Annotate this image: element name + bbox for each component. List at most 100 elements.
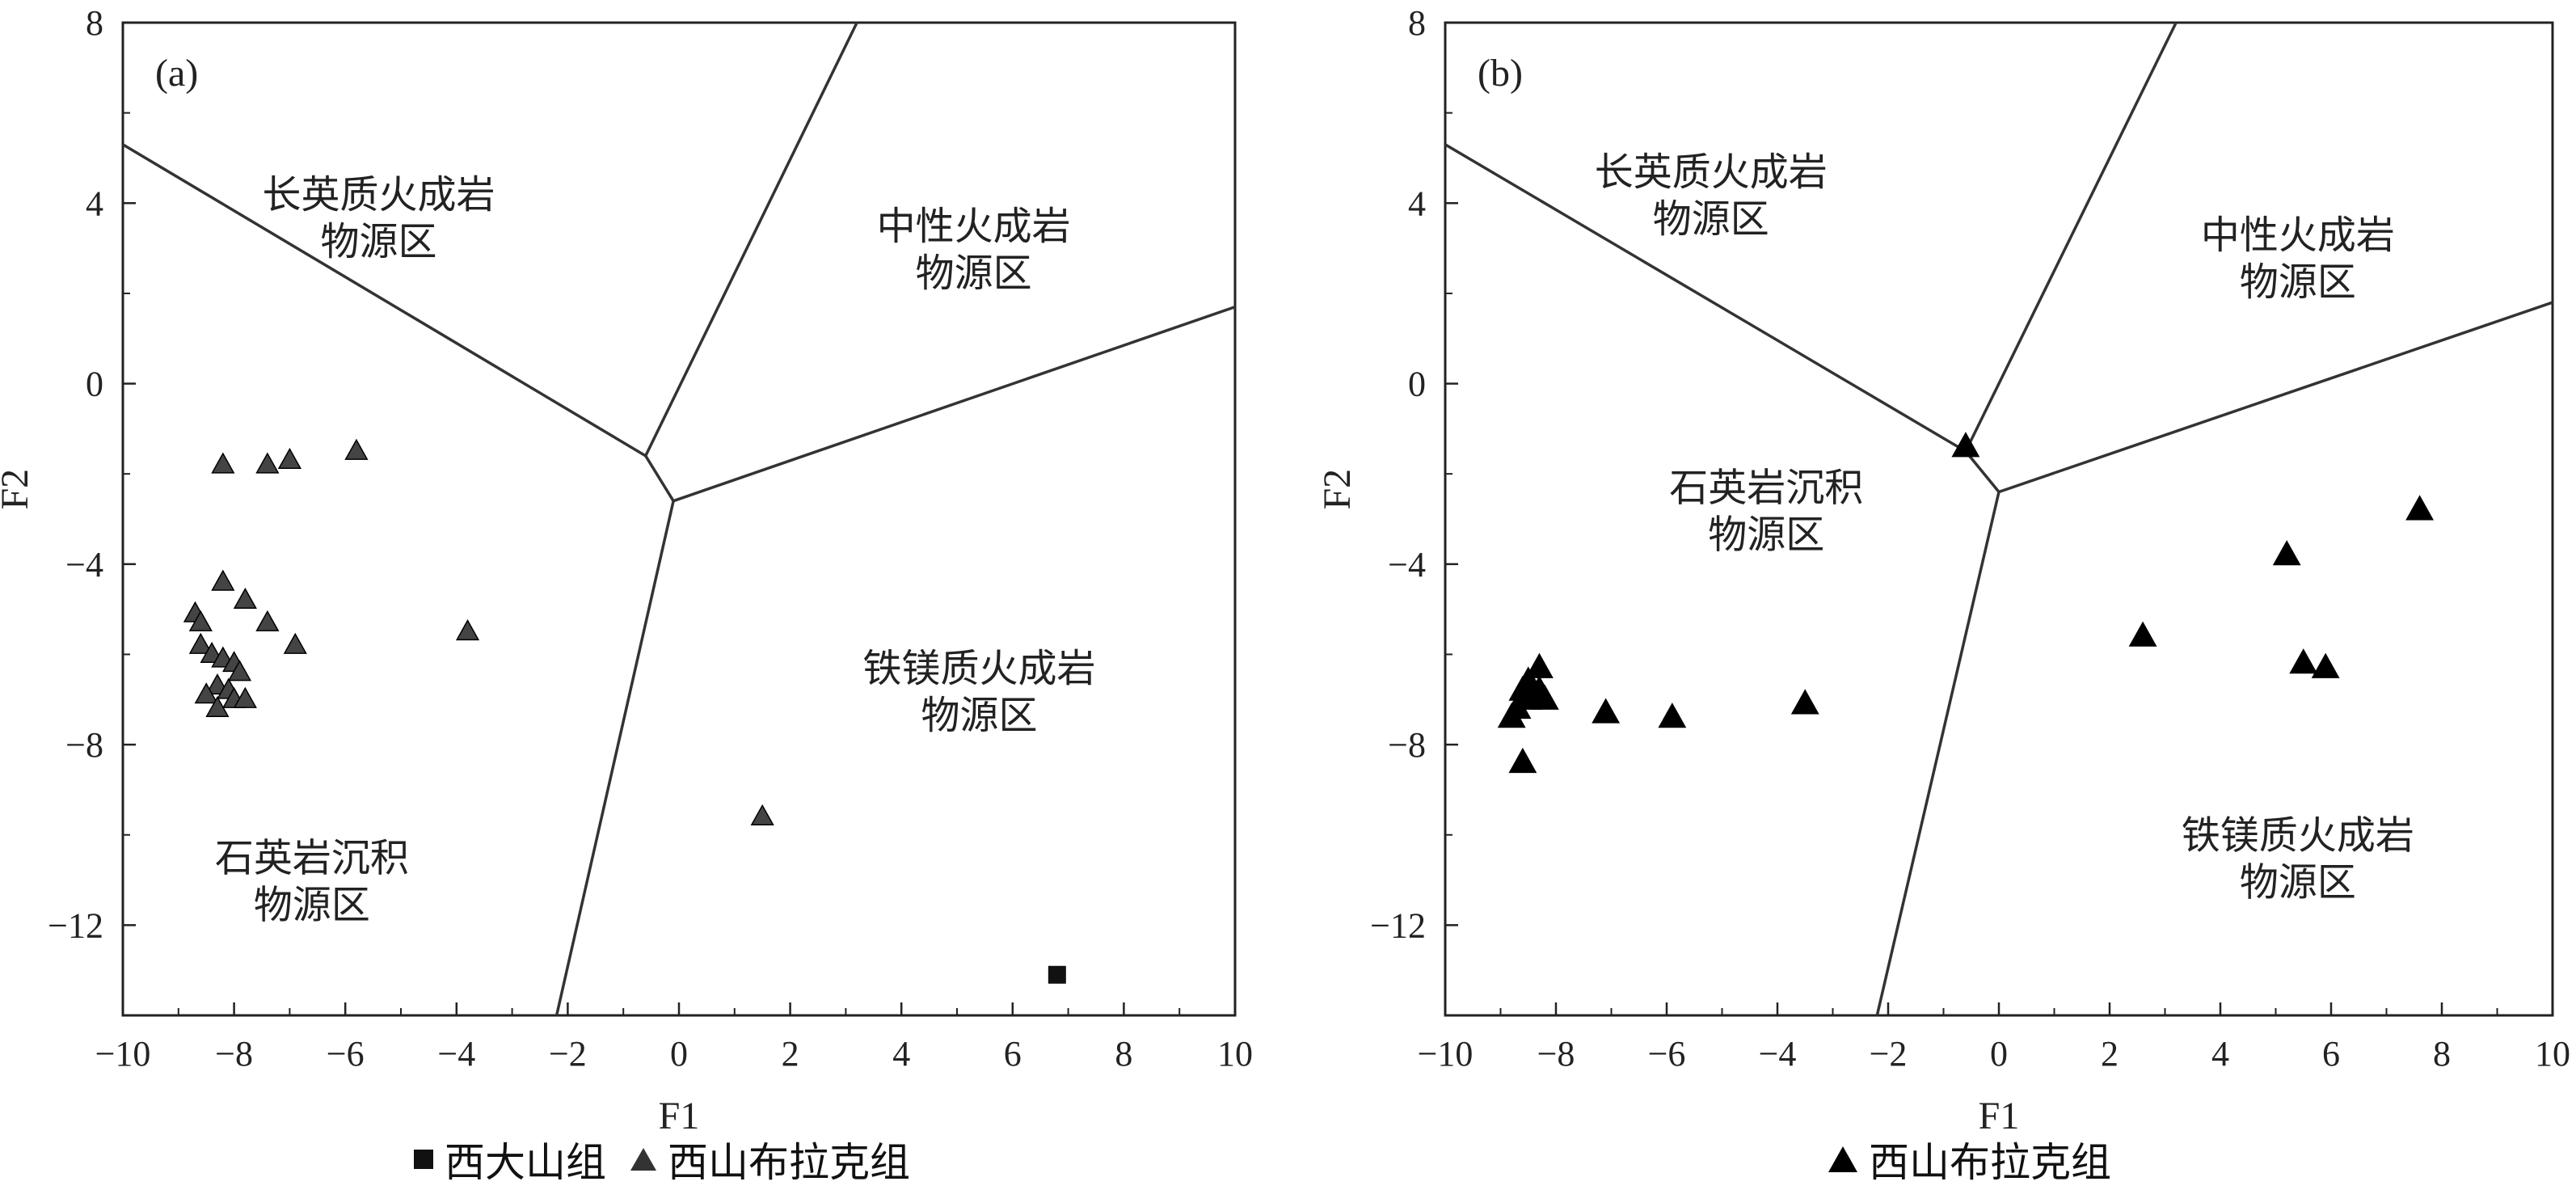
x-tick-label: 4 [892,1034,910,1074]
x-tick-label: −8 [1537,1034,1575,1074]
region-label: 铁镁质火成岩物源区 [2182,812,2414,905]
region-label: 石英岩沉积物源区 [215,835,409,927]
region-label-line: 物源区 [916,251,1032,296]
data-point-triangle [1497,703,1526,728]
x-tick-label: −6 [1648,1034,1686,1074]
y-axis-title: F2 [1316,469,1359,510]
region-label-line: 物源区 [2240,859,2356,905]
x-tick-label: 10 [2535,1034,2570,1074]
data-point-triangle [205,695,230,717]
x-tick-label: −10 [1418,1034,1474,1074]
boundary-right [1998,301,2553,494]
data-point-triangle [1530,684,1559,710]
region-label: 中性火成岩物源区 [877,204,1071,296]
data-point-triangle [211,452,235,474]
x-tick-label: −10 [95,1034,151,1074]
data-point-triangle [211,569,235,591]
region-label-line: 石英岩沉积 [215,835,409,880]
data-point-triangle [2272,540,2301,566]
region-label: 石英岩沉积物源区 [1669,466,1863,558]
region-label-line: 物源区 [921,693,1038,738]
y-tick-label: 4 [1408,184,1426,223]
x-tick-label: 8 [2433,1034,2451,1074]
data-point-triangle [233,686,257,708]
region-label: 长英质火成岩物源区 [1595,150,1828,242]
x-tick-label: −4 [1759,1034,1797,1074]
data-point-triangle [344,438,369,460]
data-point-triangle [1951,432,1980,458]
data-point-triangle [1790,689,1819,715]
legend-label: 西大山组 [445,1140,606,1185]
x-tick-label: −2 [549,1034,587,1074]
y-tick-label: −4 [65,545,103,584]
y-tick-label: −12 [48,905,103,945]
data-point-triangle [277,447,301,469]
region-label-line: 长英质火成岩 [1595,150,1828,195]
y-tick-label: 0 [1408,365,1426,404]
y-tick-label: −8 [65,725,103,765]
y-axis-title: F2 [0,469,36,510]
y-tick-label: −4 [1388,545,1426,584]
panel-b: −10 −8 −6 −4 −2 0 2 4 6 8 10 8 4 0 −4 −8 −12 F1 F2 (b) 长英质火成… [1316,3,2570,1137]
data-point-triangle [1508,747,1537,774]
data-point-triangle [1508,675,1537,701]
data-point-triangle [255,610,280,631]
data-point-triangle [2311,652,2340,678]
y-tick-label: 0 [86,365,103,404]
region-label-line: 物源区 [320,219,436,264]
data-point-triangle [227,660,252,682]
region-label-line: 长英质火成岩 [262,172,495,217]
x-tick-label: 6 [1004,1034,1022,1074]
boundary-upper-middle [1964,22,2178,453]
boundary-center-link [1964,450,2001,493]
data-point-triangle [1658,703,1687,728]
triangle-marker-icon [630,1148,656,1171]
x-tick-label: 2 [2101,1034,2119,1074]
x-tick-label: −4 [437,1034,475,1074]
y-tick-label: 8 [1408,3,1426,43]
data-point-triangle [255,452,280,474]
boundary-upper-left [122,143,647,458]
legend-label: 西山布拉克组 [1869,1140,2111,1185]
legend-label: 西山布拉克组 [668,1140,910,1185]
y-tick-label: 4 [86,184,103,223]
region-label-line: 物源区 [1708,513,1824,558]
region-label: 铁镁质火成岩物源区 [863,646,1096,738]
region-label: 中性火成岩物源区 [2201,213,2395,305]
data-point-triangle [1592,698,1621,724]
region-label: 长英质火成岩物源区 [262,172,495,264]
square-marker-icon [414,1150,433,1169]
data-point-triangle [750,804,774,825]
x-tick-label: 6 [2322,1034,2340,1074]
y-tick-label: 8 [86,3,103,43]
region-label-line: 物源区 [254,882,370,927]
region-label-line: 物源区 [2240,260,2356,305]
region-label-line: 中性火成岩 [877,204,1071,249]
y-tick-label: −8 [1388,725,1426,765]
panel-label: (a) [155,52,198,95]
triangle-marker-icon [1828,1146,1857,1172]
region-label-line: 石英岩沉积 [1669,466,1863,511]
data-point-triangle [188,610,213,631]
x-axis-title: F1 [659,1095,700,1137]
series-square [1048,965,1066,984]
data-point-triangle [233,587,257,610]
series-triangle [183,438,774,825]
data-point-triangle [283,632,307,654]
x-tick-label: 0 [670,1034,688,1074]
x-tick-label: −2 [1870,1034,1908,1074]
region-label-line: 铁镁质火成岩 [863,646,1096,691]
x-axis-title: F1 [1979,1095,2020,1137]
x-tick-label: 8 [1115,1034,1132,1074]
data-point-square [1048,965,1066,984]
x-tick-label: 2 [782,1034,799,1074]
legend-item-triangle: 西山布拉克组 [630,1130,910,1188]
data-point-triangle [194,682,218,704]
legend-a: 西大山组 西山布拉克组 [414,1135,934,1185]
region-label-line: 中性火成岩 [2201,213,2395,258]
x-tick-label: −6 [327,1034,365,1074]
legend-item-square: 西大山组 [414,1130,606,1188]
data-point-triangle [2405,495,2435,521]
region-label-line: 物源区 [1653,196,1769,242]
